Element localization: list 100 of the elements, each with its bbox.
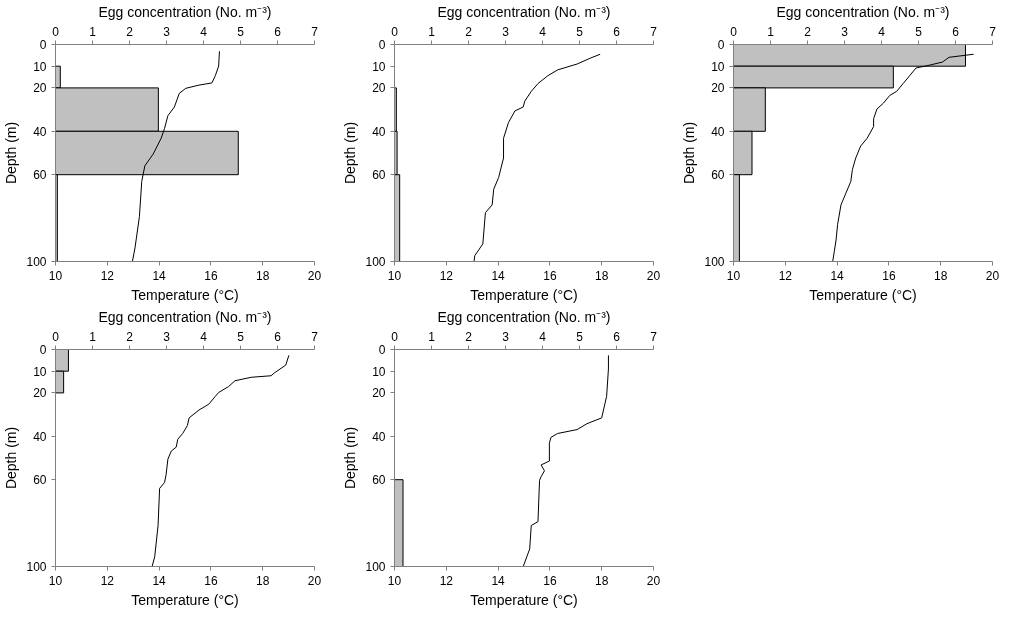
x-tick-label: 12 — [439, 268, 454, 283]
x2-tick-label: 0 — [730, 24, 738, 39]
y-tick-label: 100 — [365, 255, 386, 269]
x2-tick-label: 5 — [576, 329, 584, 344]
x2-tick-label: 5 — [576, 24, 584, 39]
x2-tick-label: 7 — [650, 329, 658, 344]
y-tick-label: 40 — [33, 429, 47, 444]
y-tick-label: 20 — [33, 81, 47, 96]
x-tick-label: 14 — [152, 268, 167, 283]
x-tick-label: 10 — [726, 268, 741, 283]
x2-tick-label: 0 — [52, 329, 60, 344]
x2-tick-label: 1 — [89, 24, 97, 39]
x2-tick-label: 3 — [163, 329, 171, 344]
y-tick-label: 100 — [365, 560, 386, 574]
x2-tick-label: 0 — [391, 24, 399, 39]
x-tick-label: 12 — [439, 573, 454, 588]
x2-tick-label: 7 — [650, 24, 658, 39]
x2-tick-label: 3 — [841, 24, 849, 39]
x2-tick-label: 6 — [613, 24, 621, 39]
x2-tick-label: 5 — [237, 329, 245, 344]
x-tick-label: 14 — [491, 573, 506, 588]
x2-axis-title: Egg concentration (No. m⁻³) — [437, 3, 611, 20]
y-tick-label: 60 — [33, 473, 47, 488]
y-tick-label: 100 — [704, 255, 725, 269]
x-tick-label: 18 — [256, 573, 270, 588]
y-tick-label: 0 — [39, 343, 47, 357]
x2-tick-label: 6 — [613, 329, 621, 344]
x2-tick-label: 3 — [502, 329, 510, 344]
x-tick-label: 18 — [256, 268, 270, 283]
y-axis-title: Depth (m) — [681, 121, 698, 185]
x-tick-label: 20 — [307, 268, 322, 283]
x-tick-label: 20 — [646, 268, 661, 283]
y-tick-label: 0 — [378, 343, 386, 357]
x-tick-label: 20 — [985, 268, 1000, 283]
x-tick-label: 16 — [543, 573, 557, 588]
x2-tick-label: 2 — [126, 24, 134, 39]
y-tick-label: 20 — [711, 81, 725, 96]
x2-tick-label: 7 — [311, 24, 319, 39]
x2-tick-label: 0 — [391, 329, 399, 344]
y-tick-label: 0 — [378, 38, 386, 52]
x2-axis-title: Egg concentration (No. m⁻³) — [437, 308, 611, 325]
x2-tick-label: 1 — [428, 329, 436, 344]
x2-tick-label: 4 — [539, 329, 547, 344]
x-tick-label: 18 — [595, 573, 609, 588]
x2-tick-label: 0 — [52, 24, 60, 39]
y-tick-label: 60 — [33, 168, 47, 183]
x2-tick-label: 3 — [163, 24, 171, 39]
y-tick-label: 60 — [372, 168, 386, 183]
x2-tick-label: 1 — [428, 24, 436, 39]
x-axis-title: Temperature (°C) — [131, 286, 239, 303]
x2-tick-label: 6 — [274, 24, 282, 39]
x-tick-label: 16 — [882, 268, 896, 283]
y-tick-label: 20 — [33, 386, 47, 401]
x2-tick-label: 4 — [200, 24, 208, 39]
x2-tick-label: 7 — [989, 24, 997, 39]
x2-tick-label: 6 — [274, 329, 282, 344]
x-tick-label: 14 — [491, 268, 506, 283]
y-tick-label: 40 — [711, 124, 725, 139]
x-tick-label: 14 — [830, 268, 845, 283]
y-tick-label: 0 — [39, 38, 47, 52]
y-tick-label: 10 — [33, 364, 47, 379]
x-tick-label: 16 — [204, 573, 218, 588]
x2-axis-title: Egg concentration (No. m⁻³) — [98, 3, 272, 20]
x-tick-label: 16 — [543, 268, 557, 283]
x-axis-title: Temperature (°C) — [470, 286, 578, 303]
y-tick-label: 100 — [26, 255, 47, 269]
x2-tick-label: 7 — [311, 329, 319, 344]
x2-tick-label: 4 — [878, 24, 886, 39]
x2-tick-label: 1 — [89, 329, 97, 344]
x2-tick-label: 2 — [804, 24, 812, 39]
y-tick-label: 10 — [711, 59, 725, 74]
x-tick-label: 18 — [934, 268, 948, 283]
y-axis-title: Depth (m) — [3, 426, 20, 490]
x2-tick-label: 2 — [126, 329, 134, 344]
x2-tick-label: 4 — [539, 24, 547, 39]
x-tick-label: 12 — [100, 573, 115, 588]
y-tick-label: 20 — [372, 81, 386, 96]
x2-axis-title: Egg concentration (No. m⁻³) — [98, 308, 272, 325]
y-tick-label: 60 — [372, 473, 386, 488]
y-tick-label: 10 — [372, 59, 386, 74]
y-axis-title: Depth (m) — [342, 121, 359, 185]
y-tick-label: 60 — [711, 168, 725, 183]
x-tick-label: 14 — [152, 573, 167, 588]
x-tick-label: 16 — [204, 268, 218, 283]
x-tick-label: 20 — [307, 573, 322, 588]
x-axis-title: Temperature (°C) — [131, 591, 239, 608]
x2-tick-label: 2 — [465, 24, 473, 39]
x2-tick-label: 1 — [767, 24, 775, 39]
y-tick-label: 20 — [372, 386, 386, 401]
x-tick-label: 20 — [646, 573, 661, 588]
y-tick-label: 40 — [33, 124, 47, 139]
x2-axis-title: Egg concentration (No. m⁻³) — [776, 3, 950, 20]
x2-tick-label: 5 — [237, 24, 245, 39]
y-axis-title: Depth (m) — [342, 426, 359, 490]
x2-tick-label: 5 — [915, 24, 923, 39]
x-tick-label: 12 — [778, 268, 793, 283]
x2-tick-label: 3 — [502, 24, 510, 39]
x-tick-label: 18 — [595, 268, 609, 283]
x2-tick-label: 4 — [200, 329, 208, 344]
x-axis-title: Temperature (°C) — [470, 591, 578, 608]
